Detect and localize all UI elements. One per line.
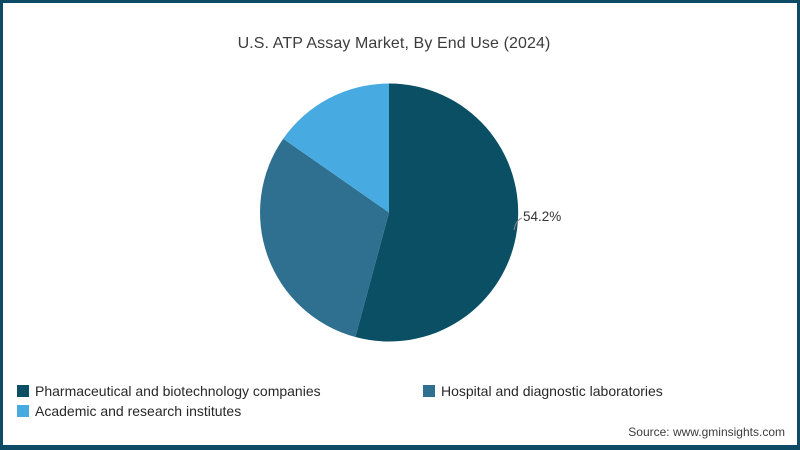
pie-slices (260, 83, 519, 342)
slice-value-label: 54.2% (523, 209, 562, 224)
legend-swatch-hospital (423, 384, 435, 397)
pie-slice-2 (260, 138, 389, 337)
label-leader-line (513, 217, 523, 231)
legend-label-hospital: Hospital and diagnostic laboratories (441, 382, 663, 399)
source-attribution: Source: www.gminsights.com (628, 425, 785, 439)
pie-slice-1 (355, 83, 519, 342)
legend-item-pharma: Pharmaceutical and biotechnology compani… (17, 382, 423, 399)
legend-label-academic: Academic and research institutes (35, 402, 242, 419)
legend-swatch-academic (17, 404, 29, 417)
pie-slice-3 (283, 83, 389, 213)
legend-item-hospital: Hospital and diagnostic laboratories (423, 382, 663, 399)
legend-item-academic: Academic and research institutes (17, 402, 241, 419)
chart-title: U.S. ATP Assay Market, By End Use (2024) (237, 35, 551, 52)
legend-swatch-pharma (17, 384, 29, 397)
legend: Pharmaceutical and biotechnology compani… (17, 382, 789, 419)
pie-chart (260, 83, 523, 342)
legend-label-pharma: Pharmaceutical and biotechnology compani… (35, 382, 321, 399)
